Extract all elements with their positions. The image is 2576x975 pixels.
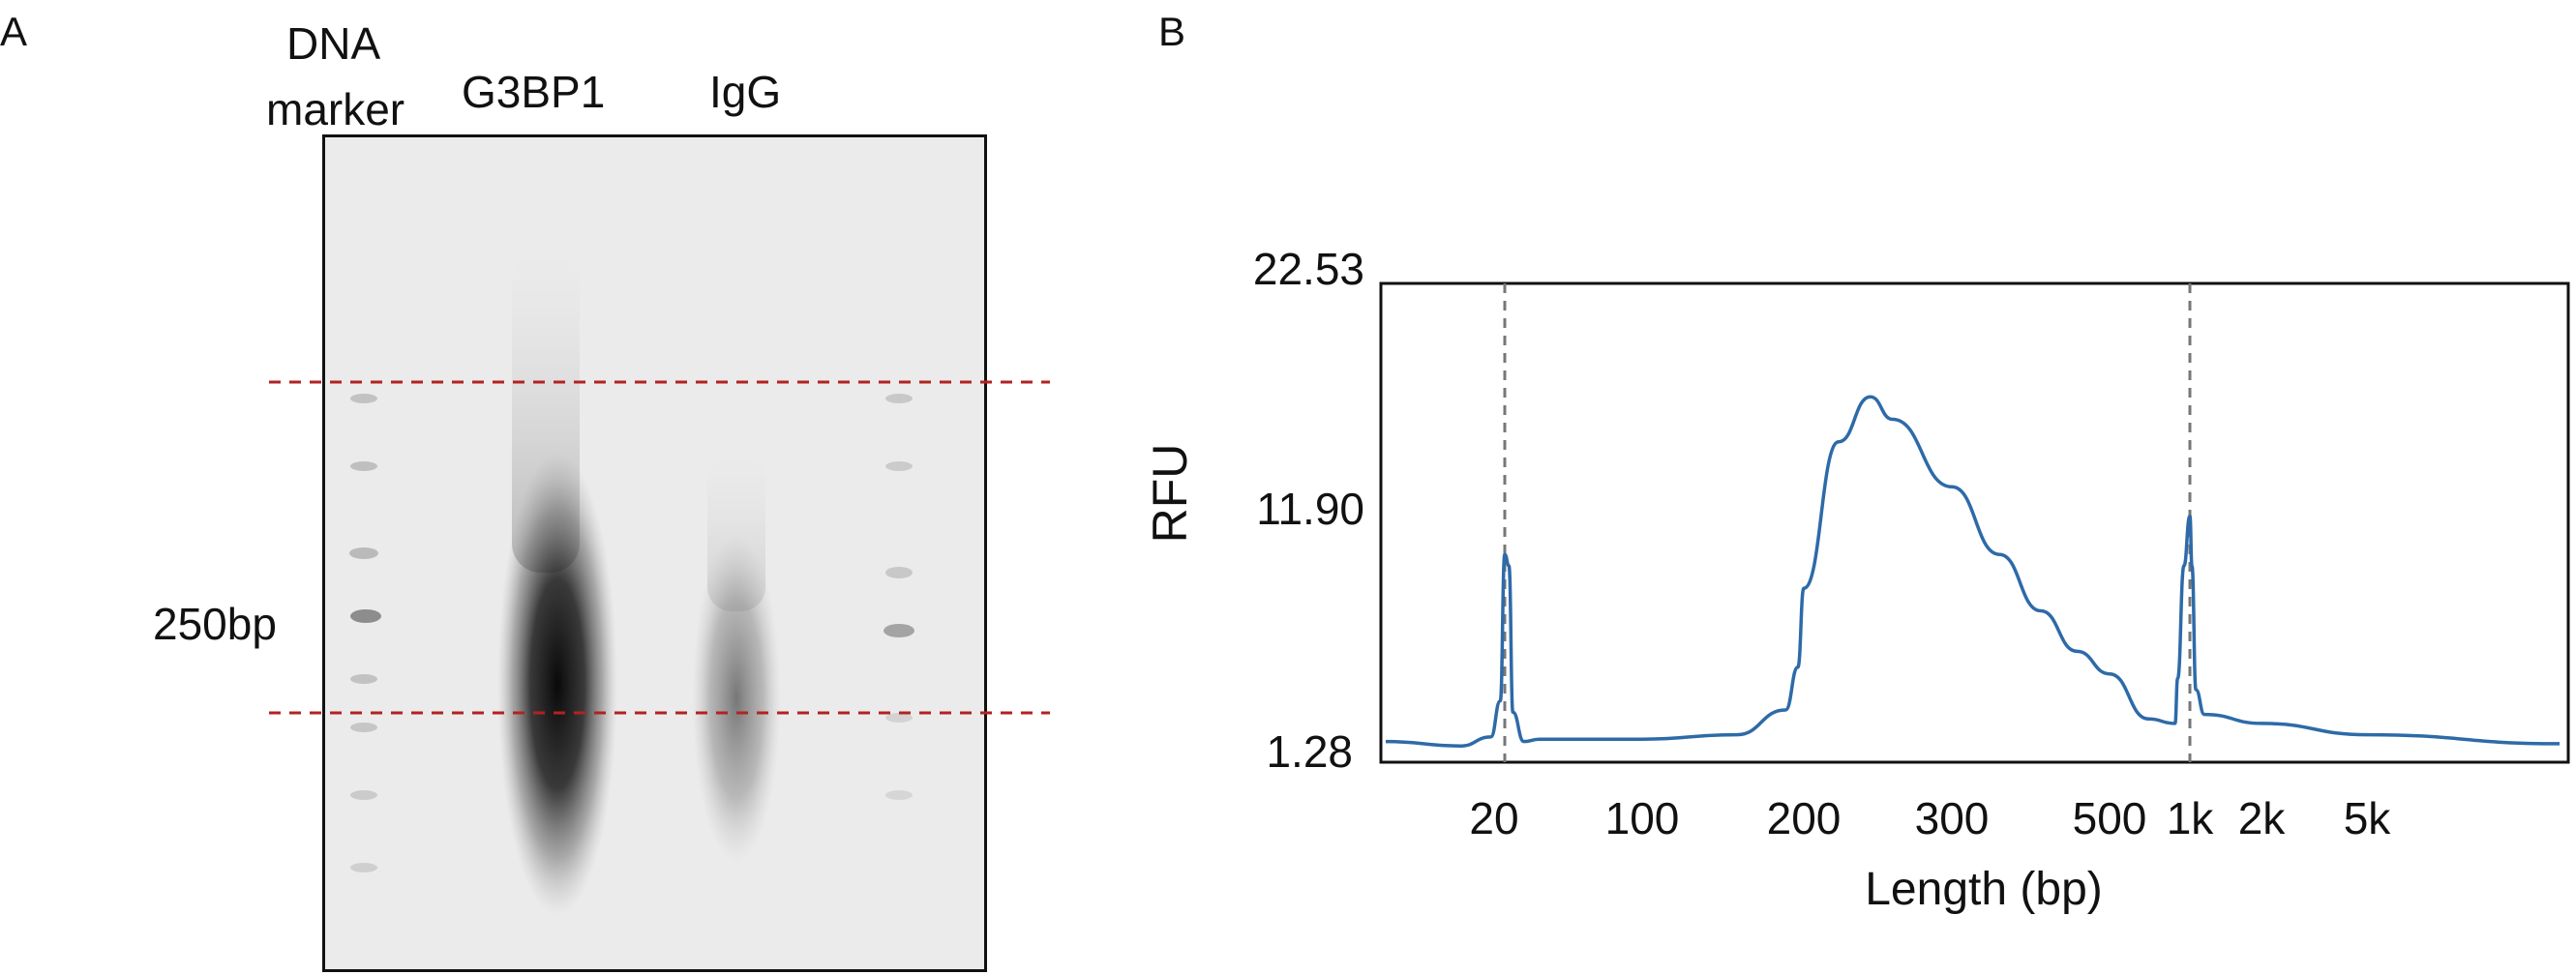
- trace-group: [1385, 395, 2561, 748]
- panel-b-letter: B: [1158, 9, 1186, 54]
- reference-lines: [1503, 283, 2192, 762]
- y-tick-label: 1.28: [1266, 726, 1353, 777]
- x-axis-label: Length (bp): [1865, 864, 2103, 915]
- lane-label-marker-line2: marker: [266, 84, 405, 134]
- marker-ladder-right: [884, 394, 914, 800]
- rfu-trace-line: [1385, 395, 2561, 748]
- x-tick-label: 300: [1915, 793, 1990, 843]
- x-tick-label: 500: [2073, 793, 2147, 843]
- y-tick-label: 11.90: [1256, 484, 1364, 534]
- x-tick-label: 200: [1767, 793, 1842, 843]
- y-axis-label: RFU: [1143, 444, 1197, 544]
- y-tick-label: 22.53: [1253, 244, 1364, 294]
- plot-frame: [1379, 281, 2570, 764]
- igg-smear: [692, 534, 781, 863]
- lane-label-g3bp1: G3BP1: [462, 67, 606, 117]
- lane-label-igg: IgG: [709, 67, 782, 117]
- x-tick-label: 5k: [2344, 793, 2392, 843]
- gel-image: [322, 134, 987, 972]
- lane-label-marker-line1: DNA: [286, 18, 381, 69]
- panel-a-letter: A: [0, 9, 28, 54]
- x-tick-label: 2k: [2238, 793, 2287, 843]
- g3bp1-smear: [497, 452, 617, 916]
- gel-bands: [325, 137, 984, 969]
- x-tick-label: 100: [1605, 793, 1680, 843]
- x-tick-label: 1k: [2167, 793, 2215, 843]
- size-label-250bp: 250bp: [153, 599, 277, 649]
- marker-ladder-left: [349, 394, 381, 872]
- x-tick-label: 20: [1469, 793, 1518, 843]
